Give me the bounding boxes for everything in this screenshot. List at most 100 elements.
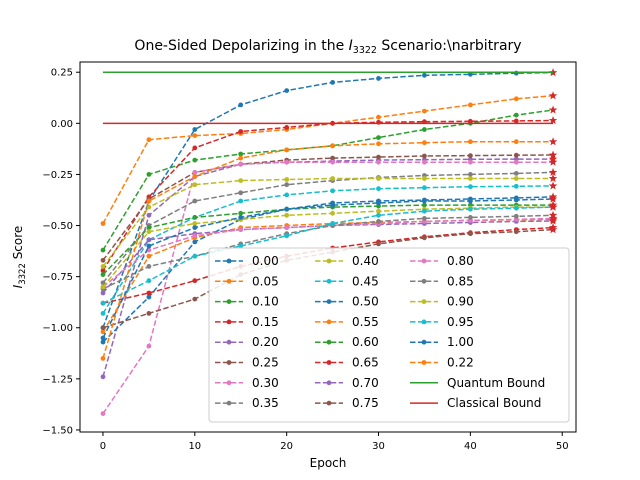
data-point: [100, 221, 106, 226]
data-point: [100, 247, 106, 253]
data-point: [422, 108, 427, 114]
legend-marker: [326, 299, 332, 304]
bounds-layer: [102, 71, 554, 125]
legend-entry: Classical Bound: [410, 396, 541, 410]
data-point: [100, 356, 106, 361]
data-point: [468, 198, 473, 204]
data-point: [192, 170, 198, 175]
series-0.22: [100, 137, 558, 361]
axes-frame: [79, 61, 577, 433]
data-point: [376, 159, 381, 165]
data-point: [422, 208, 427, 214]
legend-entry: 0.35: [215, 396, 279, 410]
legend-label: 0.70: [352, 376, 379, 390]
legend-marker: [226, 380, 232, 386]
data-point: [330, 80, 335, 85]
data-point: [284, 233, 290, 239]
data-point: [100, 290, 106, 296]
x-tick-label: 10: [188, 441, 201, 452]
legend: 0.00 0.05 0.10 0.15 0.20 0.25 0.30 0.35 0.40 0.45…: [208, 247, 570, 423]
legend-box: [208, 247, 570, 423]
x-tick-label: 20: [280, 441, 293, 452]
data-point: [192, 182, 198, 188]
data-point: [100, 311, 106, 316]
final-point-star: [548, 194, 558, 203]
data-point: [192, 127, 198, 132]
data-point: [100, 272, 106, 277]
data-point: [100, 257, 106, 263]
final-point-star: [548, 150, 558, 159]
legend-marker: [226, 319, 232, 325]
data-point: [468, 231, 473, 237]
legend-label: Quantum Bound: [447, 376, 545, 390]
data-point: [376, 241, 381, 247]
data-point: [192, 174, 198, 179]
legend-label: 0.85: [447, 274, 474, 288]
data-point: [146, 198, 152, 204]
legend-entry: 0.10: [215, 295, 279, 309]
legend-label: 0.80: [447, 254, 474, 268]
legend-label: 0.00: [252, 254, 279, 268]
y-tick-label: −0.25: [42, 170, 73, 181]
final-point-star: [548, 213, 558, 223]
data-point: [513, 118, 519, 124]
legend-marker: [326, 380, 332, 386]
final-point-star: [548, 216, 558, 225]
data-point: [238, 178, 244, 184]
final-point-star: [548, 167, 558, 177]
data-point: [284, 212, 290, 218]
legend-entry: 0.55: [315, 315, 379, 329]
series-line-0.65: [102, 226, 554, 304]
x-tick-label: 0: [100, 441, 106, 452]
data-point: [146, 212, 152, 218]
final-point-star: [548, 202, 558, 211]
final-point-star: [548, 210, 558, 219]
data-point: [422, 235, 427, 241]
legend-label: 0.50: [352, 295, 379, 309]
legend-marker: [226, 360, 232, 365]
legend-marker: [226, 400, 232, 406]
legend-entry: 0.30: [215, 376, 279, 390]
data-point: [192, 233, 198, 239]
legend-entry: 0.25: [215, 356, 279, 370]
data-point: [422, 176, 427, 181]
y-tick-label: −1.50: [42, 425, 73, 436]
legend-marker: [226, 278, 232, 284]
data-point: [284, 125, 290, 130]
data-point: [284, 225, 290, 231]
data-point: [100, 411, 106, 416]
series-line-0.95: [102, 206, 554, 304]
data-point: [284, 206, 290, 212]
legend-marker: [421, 360, 427, 365]
final-point-star: [548, 137, 558, 146]
data-point: [513, 171, 519, 176]
legend-label: 0.22: [447, 356, 474, 370]
legend-marker: [226, 339, 232, 345]
data-point: [146, 253, 152, 259]
legend-marker: [326, 400, 332, 406]
data-point: [468, 118, 473, 124]
legend-marker: [421, 319, 427, 325]
data-point: [100, 284, 106, 290]
series-layer: [100, 68, 558, 416]
data-point: [376, 141, 381, 147]
legend-label: 0.25: [252, 356, 279, 370]
data-point: [468, 172, 473, 177]
y-tick-label: 0.00: [51, 119, 73, 130]
legend-label: 0.45: [352, 274, 379, 288]
data-point: [100, 329, 106, 335]
legend-marker: [326, 339, 332, 345]
data-point: [146, 243, 152, 249]
legend-label: 0.65: [352, 356, 379, 370]
data-point: [468, 206, 473, 212]
data-point: [146, 294, 152, 300]
legend-marker: [226, 258, 232, 264]
data-point: [468, 215, 473, 220]
legend-entry: 0.00: [215, 254, 279, 268]
data-point: [330, 176, 335, 181]
data-point: [146, 264, 152, 269]
final-point-star: [548, 174, 558, 183]
data-point: [422, 153, 427, 159]
data-point: [146, 137, 152, 143]
